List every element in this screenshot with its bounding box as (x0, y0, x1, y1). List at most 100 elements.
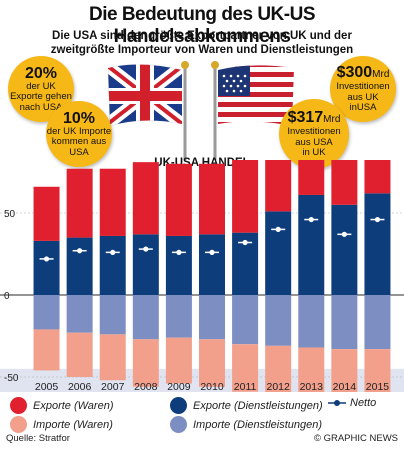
callout-value: 20% (24, 64, 58, 82)
legend-label: Importe (Dienstleistungen) (193, 418, 323, 431)
uk-flag-icon (108, 64, 182, 127)
bar-exports-services (132, 234, 159, 295)
us-investment-callout: $317Mrd Investitionen aus USA in UK (279, 99, 349, 169)
bar-imports-services (66, 295, 93, 333)
x-tick-label: 2006 (68, 381, 92, 392)
net-point (110, 249, 116, 255)
bar-exports-goods (132, 162, 159, 235)
legend-exports-services: Exporte (Dienstleistungen) (170, 397, 323, 414)
bar-exports-goods (165, 163, 192, 236)
x-tick-label: 2007 (101, 381, 125, 392)
bar-imports-goods (298, 347, 325, 392)
flags-illustration (108, 61, 294, 160)
legend-imports-services: Importe (Dienstleistungen) (170, 416, 322, 433)
x-tick-label: 2013 (300, 381, 324, 392)
callout-unit: Mrd (323, 114, 341, 126)
callout-line: in UK (302, 147, 326, 159)
legend-label: Exporte (Dienstleistungen) (193, 399, 323, 412)
bar-imports-goods (331, 349, 358, 392)
x-tick-label: 2014 (333, 381, 357, 392)
callout-unit: Mrd (372, 69, 390, 81)
bar-imports-services (99, 295, 126, 335)
legend-swatch (170, 397, 187, 414)
x-tick-label: 2012 (267, 381, 291, 392)
bar-exports-services (265, 211, 292, 295)
legend-label: Importe (Waren) (33, 418, 113, 431)
x-tick-label: 2015 (366, 381, 390, 392)
callout-line: nach USA (19, 101, 63, 113)
bar-exports-services (199, 234, 225, 295)
y-tick-label: -50 (4, 373, 19, 384)
bar-exports-goods (199, 163, 225, 235)
bar-imports-goods (66, 332, 93, 377)
x-tick-label: 2005 (35, 381, 59, 392)
callout-line: inUSA (349, 102, 377, 114)
x-tick-label: 2008 (134, 381, 158, 392)
callout-line: kommen aus (51, 136, 107, 148)
bar-exports-goods (66, 168, 93, 238)
bar-imports-services (298, 295, 325, 348)
bar-imports-services (364, 295, 391, 350)
bar-exports-services (364, 193, 391, 295)
page-subtitle: Die USA sind der größte Exportpartner vo… (50, 30, 354, 56)
bar-imports-services (132, 295, 159, 340)
bar-imports-goods (265, 345, 292, 392)
bar-exports-goods (265, 160, 292, 212)
bar-imports-goods (99, 334, 126, 381)
callout-line: Investitionen (287, 126, 341, 138)
callout-line: Investitionen (336, 81, 390, 93)
callout-value: $300 (336, 64, 373, 82)
bar-exports-goods (331, 160, 358, 205)
net-point (374, 216, 381, 223)
callout-value: 10% (62, 109, 96, 127)
y-tick-label: 0 (4, 291, 10, 302)
callout-line: der UK (26, 80, 56, 92)
bar-imports-goods (232, 344, 259, 392)
x-tick-label: 2010 (200, 381, 224, 392)
trade-chart: EXPORTEIMPORTE$150 (Milliarden)-100-5005… (0, 160, 404, 392)
bar-imports-services (232, 295, 259, 345)
x-tick-label: 2009 (167, 381, 191, 392)
bar-exports-goods (99, 168, 126, 236)
bar-imports-goods (199, 339, 225, 387)
callout-value: $317 (287, 109, 324, 127)
y-tick-label: 50 (4, 209, 16, 220)
net-point (43, 256, 50, 262)
x-tick-label: 2011 (234, 381, 257, 392)
bar-exports-services (331, 204, 358, 295)
legend-label: Exporte (Waren) (33, 399, 114, 412)
callout-line: USA (69, 146, 89, 158)
credit-note: © GRAPHIC NEWS (313, 433, 398, 444)
bar-exports-goods (33, 186, 60, 241)
legend-swatch (170, 416, 187, 433)
bar-exports-services (33, 240, 60, 295)
callout-line: aus USA (295, 136, 333, 148)
net-point (176, 249, 182, 255)
net-point (341, 231, 347, 237)
bar-imports-services (265, 295, 292, 346)
bar-imports-goods (165, 337, 192, 384)
net-point (77, 248, 83, 254)
net-point (308, 216, 314, 223)
bar-exports-goods (364, 160, 391, 194)
bar-exports-goods (298, 160, 325, 195)
bar-exports-services (165, 235, 192, 295)
legend-exports-goods: Exporte (Waren) (10, 397, 114, 414)
bar-imports-goods (364, 349, 391, 392)
callout-line: Exporte gehen (10, 91, 72, 103)
legend-swatch (10, 416, 27, 433)
callout-line: aus UK (347, 91, 379, 103)
legend-imports-goods: Importe (Waren) (10, 416, 113, 433)
bar-exports-goods (232, 160, 259, 233)
bar-imports-services (331, 295, 358, 350)
net-point (242, 239, 248, 246)
bar-imports-services (33, 295, 60, 330)
bullet-line-icon (328, 400, 346, 406)
net-point (275, 226, 281, 232)
legend-net: Netto (327, 397, 376, 409)
legend-swatch (10, 397, 27, 414)
callout-line: der UK Importe (46, 125, 112, 137)
source-note: Quelle: Stratfor (6, 433, 70, 444)
bar-exports-services (99, 235, 126, 295)
uk-imports-callout: 10% der UK Importe kommen aus USA (46, 101, 112, 167)
